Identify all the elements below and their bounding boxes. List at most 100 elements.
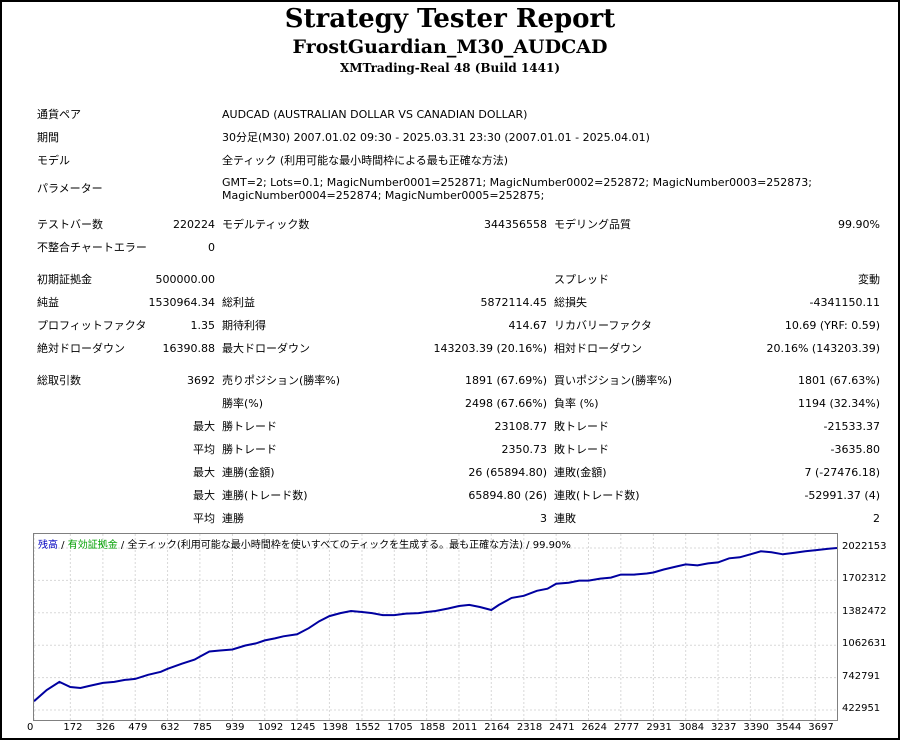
short-value: 1891 (67.69%) <box>464 374 547 387</box>
avg-cons-wins-label: 連勝 <box>222 512 244 525</box>
params-line-2: MagicNumber0004=252874; MagicNumber0005=… <box>222 189 545 202</box>
rel-dd-label: 相対ドローダウン <box>554 342 642 355</box>
largest-loss-value: -21533.37 <box>823 420 880 433</box>
chart-grid <box>34 534 837 720</box>
net-value: 1530964.34 <box>148 296 215 309</box>
largest-win-label: 勝トレード <box>222 420 277 433</box>
params-line-1: GMT=2; Lots=0.1; MagicNumber0001=252871;… <box>222 176 813 189</box>
y-tick-label: 422951 <box>842 703 881 714</box>
max-dd-value: 143203.39 (20.16%) <box>433 342 547 355</box>
rel-dd-value: 20.16% (143203.39) <box>766 342 880 355</box>
avg-cons-prefix: 平均 <box>193 512 215 525</box>
period-label: 期間 <box>37 131 59 144</box>
mismatch-value: 0 <box>208 241 215 254</box>
largest-loss-label: 敗トレード <box>554 420 609 433</box>
legend-model: 全ティック(利用可能な最小時間枠を使いすべてのティックを生成する。最も正確な方法… <box>127 540 523 551</box>
legend-quality: / 99.90% <box>522 540 571 551</box>
balance-chart <box>33 533 838 721</box>
pf-label: プロフィットファクタ <box>37 319 147 332</box>
y-tick-label: 1382472 <box>842 605 887 617</box>
largest-win-value: 23108.77 <box>494 420 548 433</box>
gross-loss-label: 総損失 <box>554 296 587 309</box>
x-tick-label: 3390 <box>743 722 769 733</box>
report-title: Strategy Tester Report <box>284 4 616 34</box>
period-value: 30分足(M30) 2007.01.02 09:30 - 2025.03.31 … <box>222 131 650 144</box>
chart-legend: 残高 / 有効証拠金 / 全ティック(利用可能な最小時間枠を使いすべてのティック… <box>38 536 571 551</box>
x-tick-label: 2624 <box>581 722 607 733</box>
quality-value: 99.90% <box>838 218 880 231</box>
pf-value: 1.35 <box>190 319 216 332</box>
avg-loss-value: -3635.80 <box>830 443 880 456</box>
x-tick-label: 2471 <box>549 722 575 733</box>
ticks-label: モデルティック数 <box>222 218 310 231</box>
average-prefix: 平均 <box>193 443 215 456</box>
legend-sep-1: / <box>58 540 68 551</box>
spread-label: スプレッド <box>554 273 609 286</box>
trades-value: 3692 <box>187 374 215 387</box>
server-name: XMTrading-Real 48 (Build 1441) <box>339 61 561 75</box>
x-tick-label: 2164 <box>484 722 510 733</box>
expert-name: FrostGuardian_M30_AUDCAD <box>292 36 608 58</box>
x-tick-label: 0 <box>27 722 34 733</box>
x-tick-label: 632 <box>160 722 180 733</box>
abs-dd-label: 絶対ドローダウン <box>37 342 125 355</box>
x-tick-label: 1398 <box>322 722 348 733</box>
cons-losses-money-value: 7 (-27476.18) <box>804 466 880 479</box>
x-tick-label: 326 <box>95 722 115 733</box>
cons-wins-money-value: 26 (65894.80) <box>468 466 547 479</box>
pair-label: 通貨ペア <box>37 108 81 121</box>
legend-sep-2: / <box>117 540 128 551</box>
deposit-label: 初期証拠金 <box>37 273 92 286</box>
win-rate-value: 2498 (67.66%) <box>464 397 547 410</box>
y-tick-label: 2022153 <box>842 541 887 552</box>
cons-wins-money-label: 連勝(金額) <box>222 466 275 479</box>
expected-value: 414.67 <box>508 319 548 332</box>
recovery-value: 10.69 (YRF: 0.59) <box>784 319 880 332</box>
gross-loss-value: -4341150.11 <box>809 296 880 309</box>
legend-equity: 有効証拠金 <box>67 540 118 551</box>
y-tick-label: 1062631 <box>842 638 887 650</box>
gross-profit-value: 5872114.45 <box>480 296 547 309</box>
deposit-value: 500000.00 <box>155 273 216 286</box>
recovery-label: リカバリーファクタ <box>554 319 652 332</box>
cons-wins-trades-value: 65894.80 (26) <box>468 489 547 502</box>
balance-series-line <box>34 547 837 702</box>
gross-profit-label: 総利益 <box>222 296 255 309</box>
model-label: モデル <box>37 154 70 167</box>
balance-chart-svg <box>34 534 837 720</box>
x-tick-label: 3237 <box>711 722 737 733</box>
trades-label: 総取引数 <box>37 374 81 387</box>
win-rate-label: 勝率(%) <box>222 397 264 410</box>
bars-label: テストバー数 <box>37 218 103 231</box>
x-tick-label: 939 <box>225 722 245 733</box>
x-tick-label: 1858 <box>419 722 446 733</box>
mismatch-label: 不整合チャートエラー <box>37 241 147 254</box>
largest-prefix: 最大 <box>193 420 215 433</box>
x-tick-label: 3697 <box>808 722 834 733</box>
legend-balance: 残高 <box>38 540 58 551</box>
avg-cons-losses-label: 連敗 <box>554 512 576 525</box>
long-label: 買いポジション(勝率%) <box>554 374 673 387</box>
abs-dd-value: 16390.88 <box>162 342 216 355</box>
quality-label: モデリング品質 <box>554 218 631 231</box>
avg-win-label: 勝トレード <box>222 443 277 456</box>
avg-loss-label: 敗トレード <box>554 443 609 456</box>
max-cons-trades-prefix: 最大 <box>193 489 215 502</box>
x-tick-label: 3084 <box>678 722 705 733</box>
loss-rate-value: 1194 (32.34%) <box>797 397 880 410</box>
expected-label: 期待利得 <box>222 319 266 332</box>
x-tick-label: 3544 <box>775 722 802 733</box>
x-tick-label: 2777 <box>613 722 640 733</box>
model-value: 全ティック (利用可能な最小時間枠による最も正確な方法) <box>222 154 509 167</box>
y-tick-label: 1702312 <box>842 573 887 585</box>
x-tick-label: 2318 <box>516 722 543 733</box>
x-tick-label: 2011 <box>451 722 478 733</box>
x-tick-label: 1552 <box>354 722 381 733</box>
x-tick-label: 1092 <box>257 722 284 733</box>
spread-value: 変動 <box>858 273 880 286</box>
net-label: 純益 <box>37 296 59 309</box>
params-label: パラメーター <box>37 182 103 195</box>
x-tick-label: 1705 <box>387 722 413 733</box>
loss-rate-label: 負率 (%) <box>554 397 599 410</box>
x-tick-label: 2931 <box>646 722 672 733</box>
